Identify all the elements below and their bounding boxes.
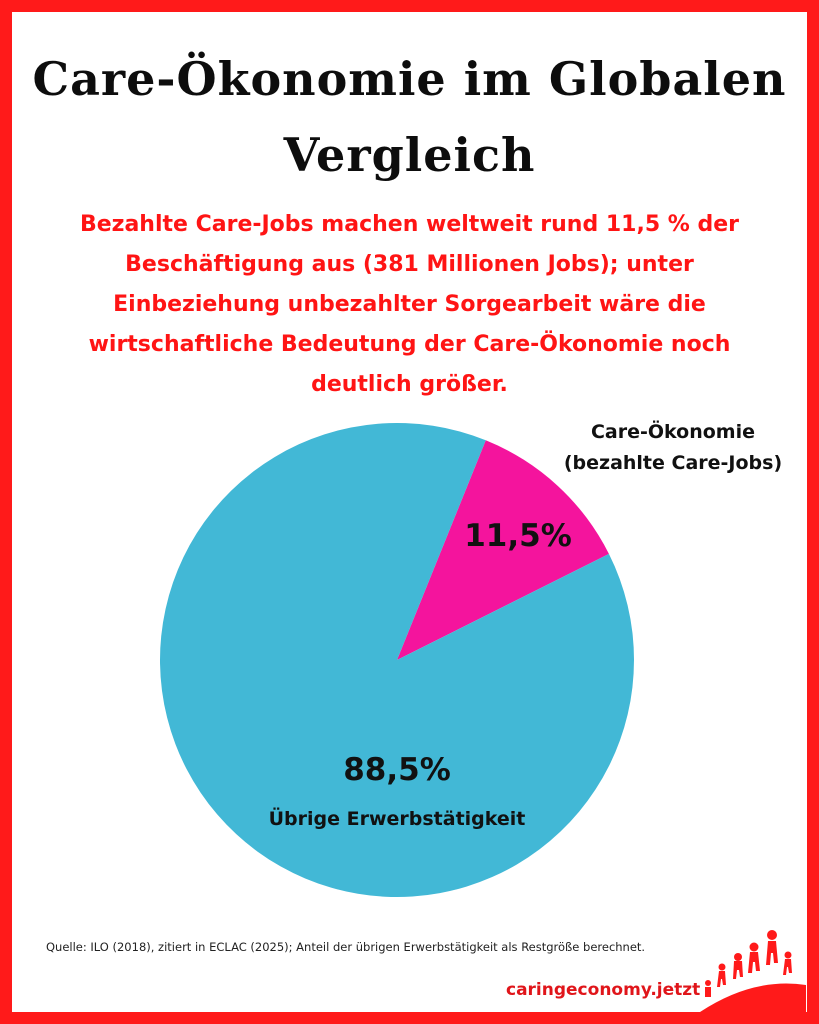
title-line-2: Vergleich	[283, 128, 536, 182]
subtitle: Bezahlte Care-Jobs machen weltweit rund …	[79, 212, 740, 397]
source-note: Quelle: ILO (2018), zitiert in ECLAC (20…	[46, 940, 646, 954]
data-label-rest: 88,5%	[343, 752, 451, 788]
slice-label-care-economy: Care-Ökonomie (bezahlte Care-Jobs)	[548, 417, 798, 479]
slice-name-care-sub: (bezahlte Care-Jobs)	[563, 452, 783, 474]
slice-name-care: Care-Ökonomie	[590, 421, 755, 443]
pie-slice-care-economy	[397, 440, 609, 660]
title-line-1: Care-Ökonomie im Globalen	[32, 52, 787, 106]
website-url[interactable]: caringeconomy.jetzt	[506, 980, 701, 1000]
slice-name-rest: Übrige Erwerbstätigkeit	[268, 808, 526, 830]
pie-slice-other-employment	[160, 422, 635, 897]
data-label-care: 11,5%	[464, 518, 572, 554]
people-logo-icon	[700, 930, 806, 1012]
